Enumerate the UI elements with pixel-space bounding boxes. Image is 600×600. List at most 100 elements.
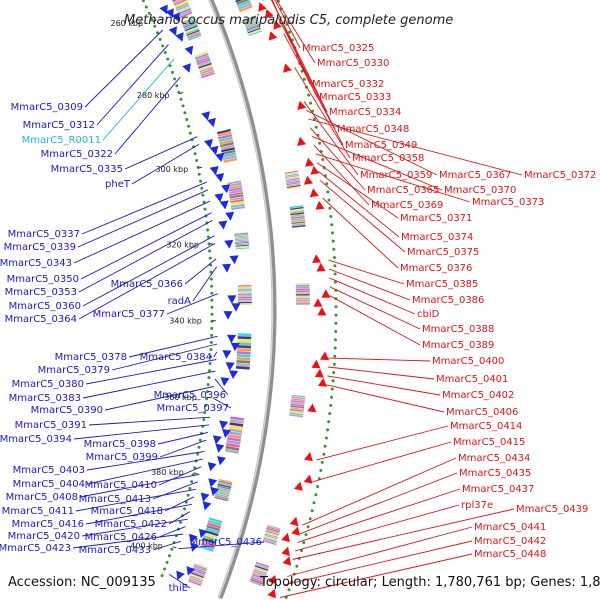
guide-dot: [163, 567, 167, 571]
gene-label-mmarc5-0413[interactable]: MmarC5_0413: [79, 494, 151, 505]
gene-label-mmarc5-0322[interactable]: MmarC5_0322: [41, 149, 113, 160]
guide-dot: [314, 493, 318, 497]
gene-label-mmarc5-0388[interactable]: MmarC5_0388: [422, 324, 494, 335]
gene-label-mmarc5-0353[interactable]: MmarC5_0353: [5, 287, 77, 298]
gene-label-mmarc5-0375[interactable]: MmarC5_0375: [407, 247, 479, 258]
guide-dot: [326, 428, 330, 432]
gene-label-mmarc5-0426[interactable]: MmarC5_0426: [85, 532, 157, 543]
gene-label-mmarc5-0394[interactable]: MmarC5_0394: [0, 434, 72, 445]
gene-label-mmarc5-0370[interactable]: MmarC5_0370: [444, 185, 516, 196]
gene-label-mmarc5-0391[interactable]: MmarC5_0391: [15, 420, 87, 431]
gene-label-mmarc5-0401[interactable]: MmarC5_0401: [436, 374, 508, 385]
gene-label-mmarc5-0439[interactable]: MmarC5_0439: [516, 504, 588, 515]
gene-label-mmarc5-0337[interactable]: MmarC5_0337: [8, 229, 80, 240]
reverse-gene-arrow: [258, 2, 267, 12]
gene-label-mmarc5-0441[interactable]: MmarC5_0441: [474, 522, 546, 533]
gene-label-mmarc5-0410[interactable]: MmarC5_0410: [85, 480, 157, 491]
gene-label-mmarc5-0364[interactable]: MmarC5_0364: [5, 314, 77, 325]
gene-block: [238, 4, 253, 13]
gene-label-mmarc5-0379[interactable]: MmarC5_0379: [38, 365, 110, 376]
gene-label-mmarc5-0373[interactable]: MmarC5_0373: [472, 197, 544, 208]
gene-label-mmarc5-0349[interactable]: MmarC5_0349: [345, 140, 417, 151]
gene-label-mmarc5-0360[interactable]: MmarC5_0360: [9, 301, 81, 312]
gene-label-mmarc5-0372[interactable]: MmarC5_0372: [524, 170, 596, 181]
gene-label-mmarc5-0411[interactable]: MmarC5_0411: [2, 506, 74, 517]
gene-label-rpl37e[interactable]: rpl37e: [461, 500, 493, 511]
gene-label-mmarc5-0406[interactable]: MmarC5_0406: [446, 407, 518, 418]
gene-label-mmarc5-0396[interactable]: MmarC5_0396: [154, 390, 226, 401]
gene-label-mmarc5-0335[interactable]: MmarC5_0335: [51, 164, 123, 175]
gene-label-mmarc5-0436[interactable]: MmarC5_0436: [190, 537, 262, 548]
forward-gene-arrow: [202, 501, 212, 511]
gene-label-mmarc5-0403[interactable]: MmarC5_0403: [13, 465, 85, 476]
gene-label-mmarc5-0332[interactable]: MmarC5_0332: [312, 79, 384, 90]
gene-label-mmarc5-0415[interactable]: MmarC5_0415: [453, 437, 525, 448]
gene-label-mmarc5-0350[interactable]: MmarC5_0350: [7, 274, 79, 285]
gene-label-mmarc5-0399[interactable]: MmarC5_0399: [86, 452, 158, 463]
gene-label-mmarc5-0333[interactable]: MmarC5_0333: [319, 92, 391, 103]
gene-label-mmarc5-0339[interactable]: MmarC5_0339: [4, 242, 76, 253]
gene-label-mmarc5-0385[interactable]: MmarC5_0385: [406, 279, 478, 290]
gene-label-mmarc5-0374[interactable]: MmarC5_0374: [401, 232, 473, 243]
gene-label-mmarc5-0437[interactable]: MmarC5_0437: [462, 484, 534, 495]
gene-label-mmarc5-0433[interactable]: MmarC5_0433: [79, 545, 151, 556]
gene-label-mmarc5-0334[interactable]: MmarC5_0334: [329, 107, 401, 118]
gene-label-mmarc5-0389[interactable]: MmarC5_0389: [422, 340, 494, 351]
gene-label-mmarc5-0343[interactable]: MmarC5_0343: [0, 258, 72, 269]
guide-dot: [334, 313, 338, 317]
reverse-gene-arrow: [273, 20, 282, 30]
gene-label-mmarc5-0386[interactable]: MmarC5_0386: [412, 295, 484, 306]
gene-block: [288, 413, 304, 418]
gene-label-mmarc5-0330[interactable]: MmarC5_0330: [317, 58, 389, 69]
gene-label-mmarc5-0384[interactable]: MmarC5_0384: [140, 352, 212, 363]
genome-backbone: [208, 0, 277, 600]
gene-label-mmarc5-0377[interactable]: MmarC5_0377: [93, 309, 165, 320]
gene-label-mmarc5-0397[interactable]: MmarC5_0397: [157, 403, 229, 414]
gene-label-mmarc5-0402[interactable]: MmarC5_0402: [442, 390, 514, 401]
reverse-gene-arrow: [268, 574, 277, 585]
leader-line: [124, 136, 198, 170]
gene-label-mmarc5-0378[interactable]: MmarC5_0378: [55, 352, 127, 363]
gene-label-mmarc5-0420[interactable]: MmarC5_0420: [8, 531, 80, 542]
guide-dot: [183, 111, 187, 115]
forward-gene-arrow: [184, 45, 194, 56]
gene-label-mmarc5-0359[interactable]: MmarC5_0359: [360, 170, 432, 181]
gene-label-mmarc5-0366[interactable]: MmarC5_0366: [111, 279, 183, 290]
gene-label-mmarc5-0325[interactable]: MmarC5_0325: [302, 43, 374, 54]
gene-label-mmarc5-r0011[interactable]: MmarC5_R0011: [22, 135, 101, 146]
gene-label-mmarc5-0442[interactable]: MmarC5_0442: [474, 536, 546, 547]
gene-label-mmarc5-0416[interactable]: MmarC5_0416: [12, 519, 84, 530]
gene-label-mmarc5-0367[interactable]: MmarC5_0367: [439, 170, 511, 181]
gene-label-mmarc5-0404[interactable]: MmarC5_0404: [13, 479, 85, 490]
gene-label-mmarc5-0371[interactable]: MmarC5_0371: [400, 213, 472, 224]
gene-label-mmarc5-0348[interactable]: MmarC5_0348: [337, 124, 409, 135]
gene-label-phet[interactable]: pheT: [105, 179, 131, 190]
gene-label-mmarc5-0434[interactable]: MmarC5_0434: [458, 453, 530, 464]
gene-label-mmarc5-0365[interactable]: MmarC5_0365: [367, 185, 439, 196]
gene-label-mmarc5-0309[interactable]: MmarC5_0309: [11, 102, 83, 113]
gene-label-mmarc5-0358[interactable]: MmarC5_0358: [352, 153, 424, 164]
gene-label-mmarc5-0312[interactable]: MmarC5_0312: [23, 120, 95, 131]
gene-block: [286, 186, 302, 190]
gene-label-rada[interactable]: radA: [168, 296, 192, 307]
gene-label-mmarc5-0380[interactable]: MmarC5_0380: [12, 379, 84, 390]
gene-label-mmarc5-0390[interactable]: MmarC5_0390: [31, 405, 103, 416]
gene-label-mmarc5-0448[interactable]: MmarC5_0448: [474, 549, 546, 560]
gene-label-mmarc5-0414[interactable]: MmarC5_0414: [450, 421, 522, 432]
gene-label-thie[interactable]: thiE: [169, 583, 188, 594]
gene-label-mmarc5-0400[interactable]: MmarC5_0400: [432, 356, 504, 367]
gene-label-mmarc5-0422[interactable]: MmarC5_0422: [95, 519, 167, 530]
gene-label-mmarc5-0376[interactable]: MmarC5_0376: [400, 263, 472, 274]
gene-label-cbid[interactable]: cbiD: [417, 309, 440, 320]
reverse-gene-arrow: [309, 188, 319, 198]
reverse-gene-arrow: [294, 481, 303, 491]
guide-dot: [202, 200, 206, 204]
gene-label-mmarc5-0398[interactable]: MmarC5_0398: [84, 439, 156, 450]
forward-gene-arrow: [225, 211, 235, 221]
gene-label-mmarc5-0418[interactable]: MmarC5_0418: [91, 506, 163, 517]
gene-label-mmarc5-0435[interactable]: MmarC5_0435: [459, 468, 531, 479]
gene-label-mmarc5-0423[interactable]: MmarC5_0423: [0, 543, 71, 554]
gene-label-mmarc5-0383[interactable]: MmarC5_0383: [9, 393, 81, 404]
gene-label-mmarc5-0369[interactable]: MmarC5_0369: [371, 200, 443, 211]
gene-label-mmarc5-0408[interactable]: MmarC5_0408: [6, 492, 78, 503]
